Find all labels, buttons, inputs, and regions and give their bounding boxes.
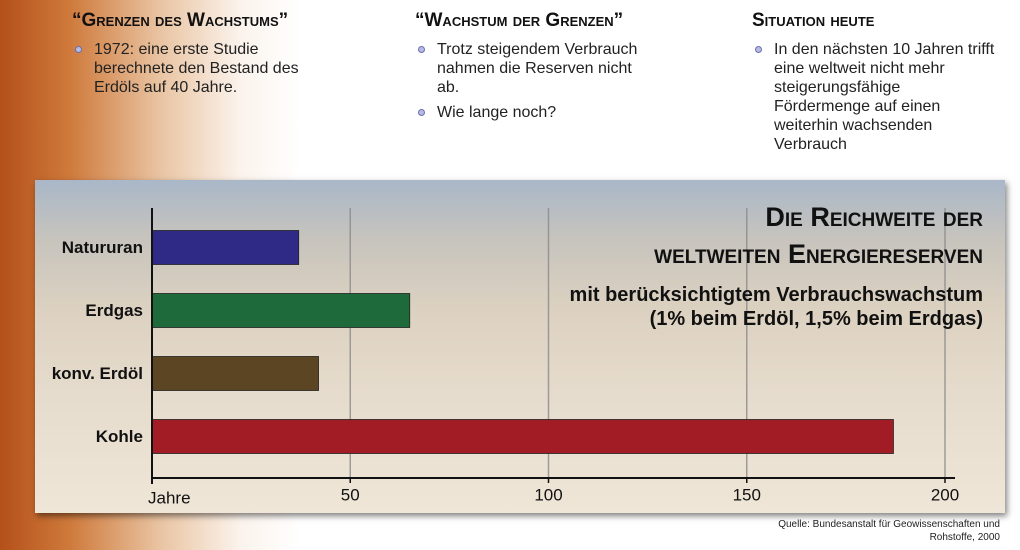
bullet: Wie lange noch? bbox=[415, 103, 655, 122]
x-tick-label: 100 bbox=[534, 485, 562, 504]
x-tick-label: 150 bbox=[733, 485, 761, 504]
text-column: Situation heute In den nächsten 10 Jahren… bbox=[752, 10, 997, 160]
bar bbox=[151, 293, 411, 328]
chart: 50 100 150 200 Jahre bbox=[148, 208, 959, 507]
chart-title: Die Reichweite der bbox=[765, 202, 983, 232]
bar bbox=[151, 230, 300, 265]
bar bbox=[151, 356, 319, 391]
bullet: In den nächsten 10 Jahren trifft eine we… bbox=[752, 40, 997, 154]
x-axis-label: Jahre bbox=[148, 488, 191, 507]
category-label: Erdgas bbox=[85, 300, 143, 320]
column-title: Situation heute bbox=[752, 10, 875, 31]
category-label: Kohle bbox=[95, 426, 143, 446]
source-note: Quelle: Bundesanstalt für Geowissenschaf… bbox=[778, 519, 1000, 543]
chart-subtitle: (1% beim Erdöl, 1,5% beim Erdgas) bbox=[649, 308, 983, 330]
chart-subtitle: mit berücksichtigtem Verbrauchswachstum bbox=[569, 284, 983, 306]
column-title: “Grenzen des Wachstums” bbox=[72, 10, 289, 31]
bullet: 1972: eine erste Studie berechnete den B… bbox=[72, 40, 322, 97]
chart-title: weltweiten Energiereserven bbox=[654, 239, 983, 269]
text-column: “Grenzen des Wachstums” 1972: eine erste … bbox=[72, 10, 322, 103]
bar bbox=[151, 419, 894, 454]
text-column: “Wachstum der Grenzen” Trotz steigendem V… bbox=[415, 10, 655, 128]
x-tick-label: 200 bbox=[931, 485, 959, 504]
bullet: Trotz steigendem Verbrauch nahmen die Re… bbox=[415, 40, 655, 97]
x-tick-label: 50 bbox=[341, 485, 360, 504]
category-label: konv. Erdöl bbox=[51, 363, 143, 383]
column-title: “Wachstum der Grenzen” bbox=[415, 10, 624, 31]
category-label: Natururan bbox=[61, 237, 143, 257]
chart-panel: 50 100 150 200 Jahre Die Reichweite der weltw… bbox=[35, 180, 1005, 513]
